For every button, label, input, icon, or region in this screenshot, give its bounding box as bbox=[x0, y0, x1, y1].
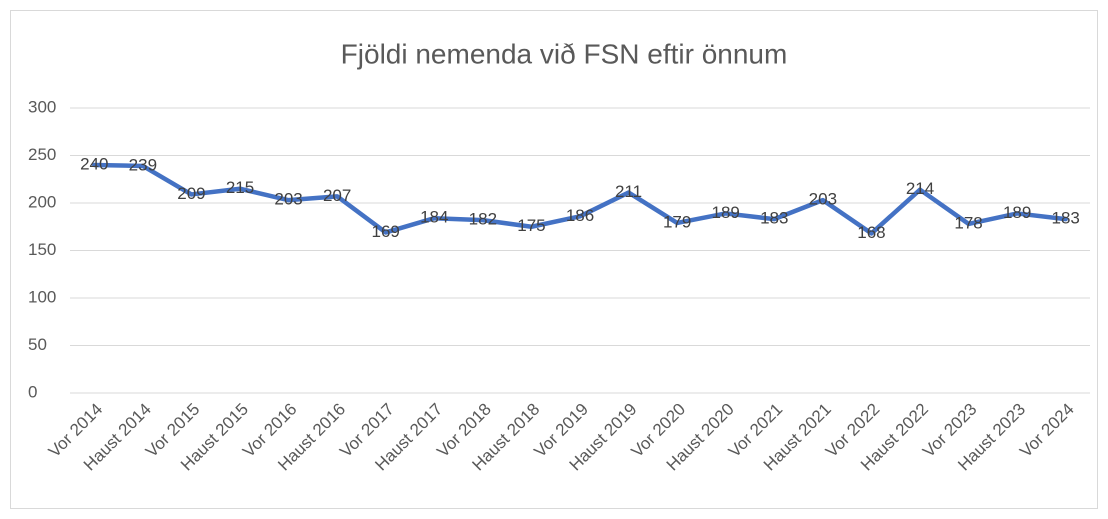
data-label: 175 bbox=[517, 216, 545, 235]
data-label: 207 bbox=[323, 186, 351, 205]
data-label: 178 bbox=[954, 213, 982, 232]
y-tick-label: 150 bbox=[28, 240, 56, 259]
data-label: 189 bbox=[712, 203, 740, 222]
data-label: 182 bbox=[469, 210, 497, 229]
data-label: 179 bbox=[663, 212, 691, 231]
y-tick-label: 300 bbox=[28, 97, 56, 116]
data-label: 215 bbox=[226, 178, 254, 197]
y-tick-label: 0 bbox=[28, 382, 37, 401]
y-tick-label: 100 bbox=[28, 287, 56, 306]
data-label: 240 bbox=[80, 154, 108, 173]
data-label: 203 bbox=[809, 190, 837, 209]
data-label: 211 bbox=[615, 182, 642, 201]
data-label: 168 bbox=[857, 223, 885, 242]
data-label: 183 bbox=[760, 209, 788, 228]
data-label: 209 bbox=[177, 184, 205, 203]
data-label: 214 bbox=[906, 179, 934, 198]
y-tick-label: 200 bbox=[28, 192, 56, 211]
data-label: 189 bbox=[1003, 203, 1031, 222]
chart-title: Fjöldi nemenda við FSN eftir önnum bbox=[341, 38, 788, 69]
y-tick-label: 250 bbox=[28, 145, 56, 164]
data-label: 186 bbox=[566, 206, 594, 225]
y-tick-label: 50 bbox=[28, 335, 47, 354]
data-label: 184 bbox=[420, 208, 448, 227]
data-label: 239 bbox=[129, 155, 157, 174]
series-line bbox=[92, 162, 1068, 236]
data-label: 183 bbox=[1052, 209, 1080, 228]
chart-border bbox=[10, 10, 1098, 509]
data-label: 169 bbox=[372, 222, 400, 241]
data-label: 203 bbox=[274, 190, 302, 209]
